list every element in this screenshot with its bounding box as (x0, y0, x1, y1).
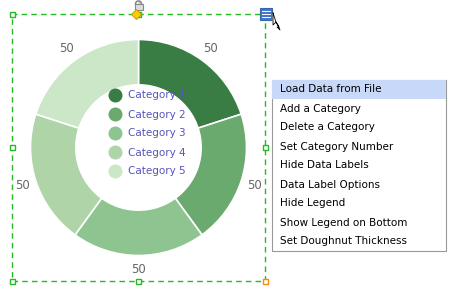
Text: 50: 50 (131, 263, 146, 276)
Circle shape (109, 165, 123, 178)
Text: Add a Category: Add a Category (280, 104, 361, 114)
Text: 50: 50 (15, 179, 30, 192)
Text: Category 2: Category 2 (128, 109, 185, 119)
Bar (272, 80, 446, 99)
Text: 50: 50 (60, 42, 74, 55)
Text: Category 3: Category 3 (128, 129, 185, 138)
Bar (9, 12, 14, 17)
Text: Hide Legend: Hide Legend (280, 199, 345, 209)
Wedge shape (175, 114, 247, 235)
Text: Delete a Category: Delete a Category (280, 122, 375, 132)
Bar (262, 145, 267, 150)
Bar (272, 80, 446, 251)
Bar (12, 14, 265, 281)
Bar (9, 278, 14, 283)
Circle shape (109, 127, 123, 140)
Bar (9, 145, 14, 150)
Text: 50: 50 (203, 42, 217, 55)
Text: Load Data from File: Load Data from File (280, 84, 382, 94)
Text: Hide Data Labels: Hide Data Labels (280, 160, 369, 171)
Text: Category 5: Category 5 (128, 166, 185, 176)
Circle shape (109, 88, 123, 102)
Text: Set Category Number: Set Category Number (280, 142, 393, 152)
Bar (262, 12, 267, 17)
Text: Category 4: Category 4 (128, 148, 185, 158)
Text: Set Doughnut Thickness: Set Doughnut Thickness (280, 237, 407, 247)
Bar (134, 4, 143, 10)
Text: 50: 50 (247, 179, 262, 192)
Text: Category 1: Category 1 (128, 91, 185, 101)
Circle shape (109, 107, 123, 122)
Text: Show Legend on Bottom: Show Legend on Bottom (280, 217, 407, 227)
Bar (136, 12, 141, 17)
Wedge shape (75, 198, 202, 255)
Circle shape (109, 145, 123, 160)
Text: ⚠: ⚠ (134, 1, 143, 11)
Polygon shape (273, 13, 280, 30)
Bar (262, 278, 267, 283)
Wedge shape (31, 114, 101, 235)
Bar (260, 8, 272, 20)
Wedge shape (36, 40, 138, 128)
Bar (136, 278, 141, 283)
Wedge shape (138, 40, 241, 128)
Text: Data Label Options: Data Label Options (280, 179, 380, 189)
